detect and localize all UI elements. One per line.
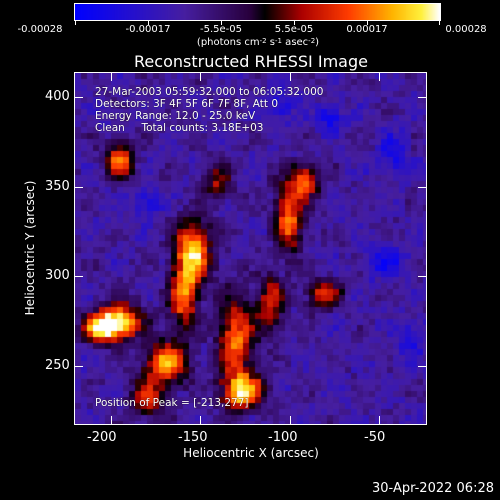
colorbar-tick [439, 20, 440, 25]
x-axis-label: Heliocentric X (arcsec) [183, 446, 319, 460]
y-tick-label: 300 [45, 268, 70, 283]
image-plot[interactable]: 27-Mar-2003 05:59:32.000 to 06:05:32.000… [74, 72, 427, 425]
x-tick [290, 73, 291, 81]
colorbar-tick [294, 20, 295, 25]
x-tick [379, 416, 380, 424]
x-tick [379, 73, 380, 81]
y-tick [75, 97, 83, 98]
y-tick [75, 276, 83, 277]
colorbar-units: (photons cm-2 s-1 asec-2) [196, 37, 320, 48]
clean-counts-text: Clean Total counts: 3.18E+03 [95, 122, 264, 134]
y-tick [418, 276, 426, 277]
y-tick [418, 97, 426, 98]
colorbar-label: 0.00017 [346, 24, 388, 35]
colorbar-tick [148, 20, 149, 25]
time-range-text: 27-Mar-2003 05:59:32.000 to 06:05:32.000 [95, 86, 324, 98]
y-tick-label: 400 [45, 89, 70, 104]
x-tick [200, 416, 201, 424]
x-tick [111, 73, 112, 81]
y-tick [75, 366, 83, 367]
y-tick-label: 250 [45, 358, 70, 373]
x-tick-label: -50 [364, 430, 386, 445]
plot-title: Reconstructed RHESSI Image [134, 52, 368, 71]
y-tick [418, 366, 426, 367]
colorbar-label: -5.5e-05 [200, 24, 242, 35]
x-tick-label: -200 [87, 430, 117, 445]
y-tick-label: 350 [45, 179, 70, 194]
colorbar-tick [75, 20, 76, 25]
colorbar-tick [221, 20, 222, 25]
rhessi-image-map[interactable] [75, 73, 426, 424]
colorbar-label: 0.00028 [445, 24, 487, 35]
y-tick [75, 187, 83, 188]
x-tick-label: -150 [178, 430, 208, 445]
plot-timestamp: 30-Apr-2022 06:28 [372, 481, 494, 496]
energy-range-text: Energy Range: 12.0 - 25.0 keV [95, 110, 256, 122]
x-tick [200, 73, 201, 81]
colorbar-label: -0.00028 [17, 24, 63, 35]
peak-position-text: Position of Peak = [-213,277] [95, 397, 249, 409]
colorbar-label: -0.00017 [125, 24, 171, 35]
y-tick [418, 187, 426, 188]
x-tick-label: -100 [268, 430, 298, 445]
detectors-text: Detectors: 3F 4F 5F 6F 7F 8F, Att 0 [95, 98, 279, 110]
x-tick [290, 416, 291, 424]
x-tick [111, 416, 112, 424]
colorbar-label: 5.5e-05 [274, 24, 314, 35]
y-axis-label: Heliocentric Y (arcsec) [23, 180, 37, 316]
colorbar-tick [367, 20, 368, 25]
colorbar [74, 3, 441, 21]
